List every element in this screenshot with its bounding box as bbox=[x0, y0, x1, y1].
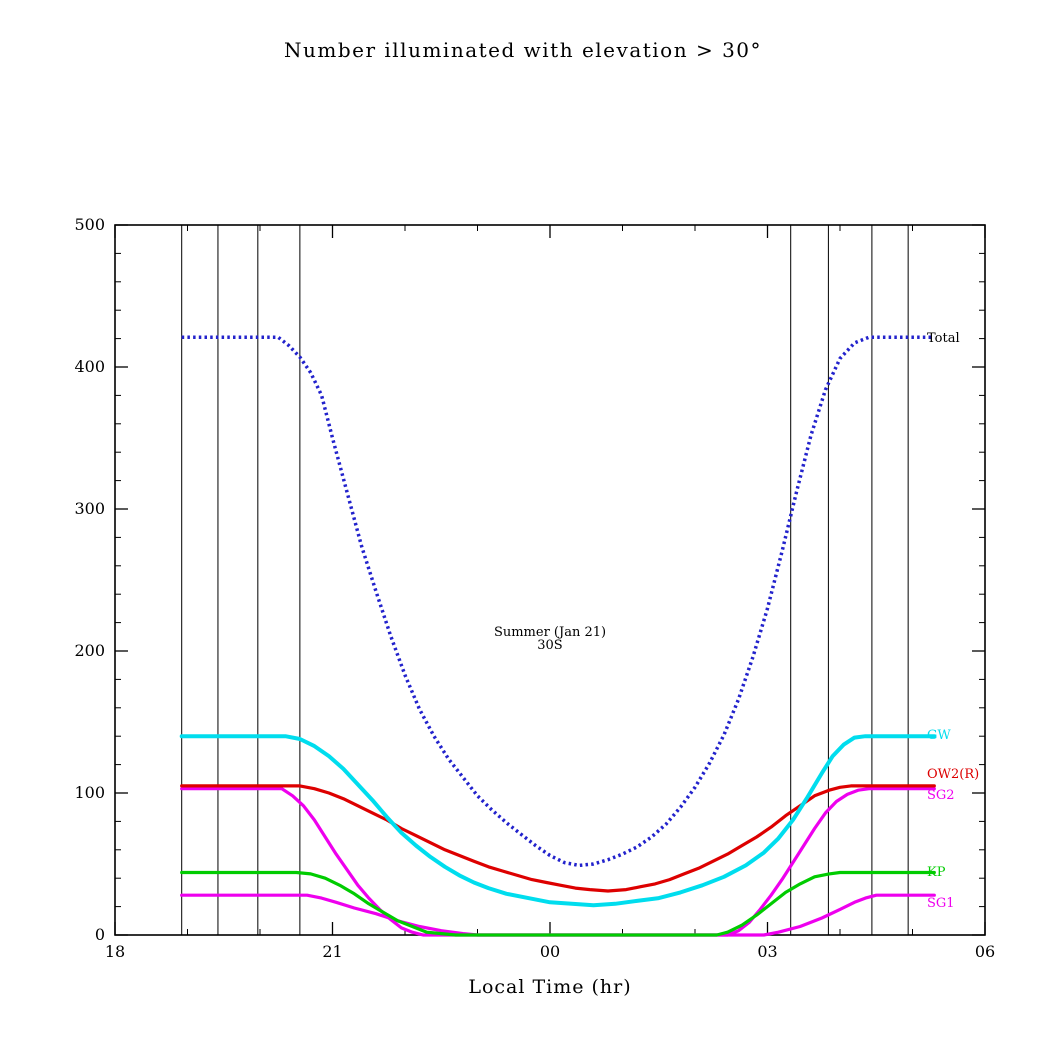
series-ow2r bbox=[180, 784, 936, 893]
series-sg2 bbox=[180, 787, 936, 937]
annotation-latitude: 30S bbox=[537, 638, 563, 653]
series-total bbox=[181, 335, 935, 868]
y-tick-label: 200 bbox=[74, 641, 105, 660]
x-tick-label: 06 bbox=[974, 942, 996, 961]
chart-title: Number illuminated with elevation > 30° bbox=[283, 38, 763, 62]
y-tick-label: 300 bbox=[74, 499, 105, 518]
x-tick-label: 21 bbox=[322, 942, 343, 961]
x-tick-label: 03 bbox=[757, 942, 778, 961]
series-kp bbox=[180, 870, 936, 937]
plot-box bbox=[114, 224, 986, 936]
y-tick-label: 400 bbox=[74, 357, 105, 376]
series-gw bbox=[179, 734, 937, 908]
y-tick-label: 500 bbox=[74, 215, 105, 234]
curve-label-total: Total bbox=[927, 330, 960, 346]
curve-label-ow2r: OW2(R) bbox=[927, 766, 980, 782]
annotation: Summer (Jan 21) 30S bbox=[494, 626, 606, 652]
curve-label-sg2: SG2 bbox=[927, 787, 955, 803]
y-tick-label: 0 bbox=[94, 925, 105, 944]
curve-label-kp: KP bbox=[927, 864, 946, 880]
curve-label-sg1: SG1 bbox=[927, 895, 955, 911]
y-tick-label: 100 bbox=[74, 783, 105, 802]
curve-label-gw: GW bbox=[927, 728, 951, 744]
x-tick-label: 00 bbox=[539, 942, 561, 961]
x-tick-label: 18 bbox=[104, 942, 126, 961]
annotation-season: Summer (Jan 21) bbox=[493, 625, 607, 640]
x-axis-title: Local Time (hr) bbox=[468, 976, 632, 998]
